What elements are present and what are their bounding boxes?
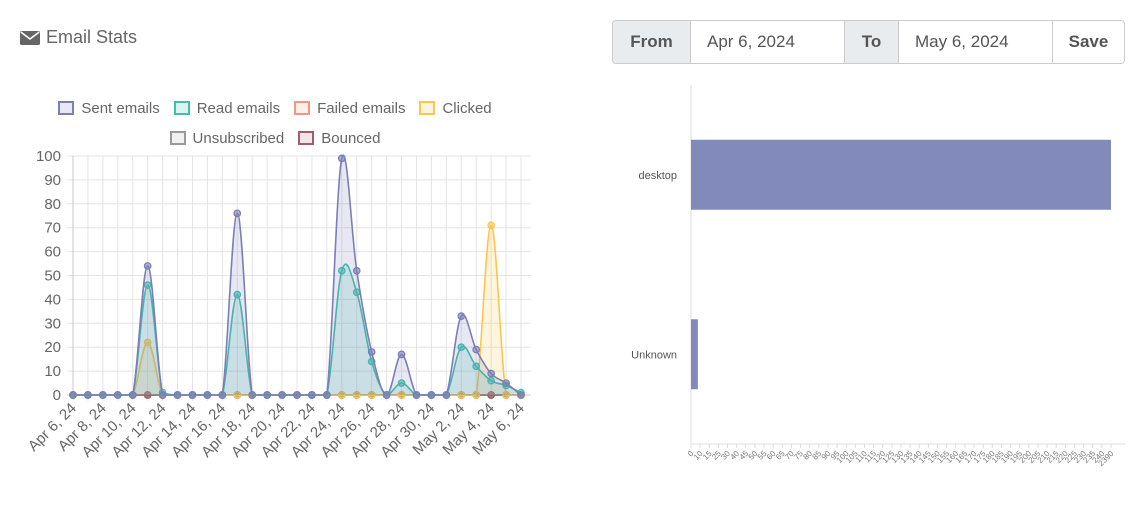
data-point	[487, 369, 495, 378]
data-point	[188, 391, 197, 399]
data-point	[278, 391, 286, 399]
data-point	[457, 391, 466, 399]
data-point	[412, 391, 421, 399]
data-point	[203, 391, 212, 399]
legend-item-clicked[interactable]: Clicked	[419, 99, 492, 117]
legend-label: Clicked	[442, 99, 492, 117]
data-point	[113, 391, 122, 399]
data-point	[457, 312, 466, 320]
legend-item-failed-emails[interactable]: Failed emails	[294, 100, 405, 117]
legend-label: Sent emails	[81, 99, 160, 117]
data-point	[502, 379, 510, 387]
section-title-text: Email Stats	[46, 27, 138, 47]
data-point	[143, 391, 152, 399]
data-point	[84, 391, 92, 399]
data-point	[263, 391, 271, 399]
data-point	[502, 391, 510, 399]
data-point	[218, 391, 227, 399]
data-point	[472, 345, 481, 354]
data-point	[397, 391, 406, 399]
y-tick-label: 60	[44, 244, 61, 261]
device-bar-chart: desktopUnknown01015253040455055606570758…	[631, 85, 1125, 468]
legend-item-sent-emails[interactable]: Sent emails	[58, 99, 160, 117]
envelope-icon	[20, 30, 40, 46]
bar-desktop	[691, 139, 1111, 210]
data-point	[367, 391, 376, 399]
y-tick-label: 0	[53, 387, 61, 404]
data-point	[472, 391, 481, 399]
y-tick-label: 40	[44, 291, 61, 308]
data-point	[397, 379, 406, 387]
legend-label: Bounced	[321, 129, 381, 147]
data-point	[487, 376, 495, 385]
category-label: desktop	[638, 170, 677, 182]
data-point	[397, 350, 406, 359]
legend-swatch	[169, 131, 186, 145]
data-point	[293, 391, 301, 399]
date-range-picker: From Apr 6, 2024 To May 6, 2024 Save	[612, 20, 1125, 64]
from-label: From	[613, 21, 691, 63]
data-point	[352, 266, 361, 275]
series-area	[73, 264, 521, 395]
section-title: Email Stats	[20, 27, 137, 48]
series-sent-emails	[69, 154, 525, 399]
y-tick-label: 70	[44, 220, 61, 237]
data-point	[128, 391, 137, 399]
data-point	[487, 391, 495, 399]
data-point	[382, 391, 391, 399]
save-button[interactable]: Save	[1053, 21, 1124, 63]
y-tick-label: 20	[44, 339, 61, 356]
data-point	[352, 391, 361, 399]
data-point	[233, 391, 242, 399]
line-chart-legend: Sent emails Read emails Failed emails Click…	[30, 93, 520, 153]
data-point	[158, 391, 167, 399]
legend-item-unsubscribed[interactable]: Unsubscribed	[169, 129, 285, 147]
y-tick-label: 10	[44, 363, 61, 380]
legend-swatch	[173, 101, 190, 115]
data-point	[69, 391, 77, 399]
legend-item-bounced[interactable]: Bounced	[298, 130, 380, 147]
y-tick-label: 30	[44, 315, 61, 332]
legend-swatch	[58, 101, 75, 115]
legend-item-read-emails[interactable]: Read emails	[173, 99, 281, 117]
data-point	[248, 391, 257, 399]
x-tick-label: 0	[686, 449, 696, 459]
y-tick-label: 80	[44, 196, 61, 213]
y-tick-label: 50	[44, 268, 61, 285]
legend-label: Read emails	[196, 99, 281, 117]
to-date-input[interactable]: May 6, 2024	[899, 21, 1053, 63]
data-point	[308, 391, 316, 399]
data-point	[367, 348, 376, 356]
y-tick-label: 90	[44, 172, 61, 189]
data-point	[457, 343, 466, 352]
from-date-input[interactable]: Apr 6, 2024	[691, 21, 845, 63]
series-area	[73, 155, 521, 395]
data-point	[337, 266, 346, 275]
data-point	[323, 391, 331, 399]
data-point	[442, 391, 451, 399]
data-point	[233, 290, 242, 299]
legend-swatch	[419, 101, 436, 115]
legend-label: Unsubscribed	[192, 129, 285, 147]
bar-unknown	[691, 319, 698, 390]
legend-swatch	[294, 101, 311, 115]
category-label: Unknown	[631, 349, 677, 361]
data-point	[233, 209, 242, 218]
y-tick-label: 100	[36, 148, 61, 165]
data-point	[99, 391, 107, 399]
legend-label: Failed emails	[317, 99, 406, 117]
to-label: To	[845, 21, 899, 63]
data-point	[517, 391, 525, 399]
data-point	[487, 221, 495, 230]
legend-swatch	[298, 131, 315, 145]
data-point	[173, 391, 182, 399]
data-point	[427, 391, 436, 399]
data-point	[143, 262, 152, 270]
data-point	[337, 391, 346, 399]
data-point	[143, 338, 152, 347]
data-point	[337, 154, 346, 163]
data-point	[472, 362, 481, 371]
